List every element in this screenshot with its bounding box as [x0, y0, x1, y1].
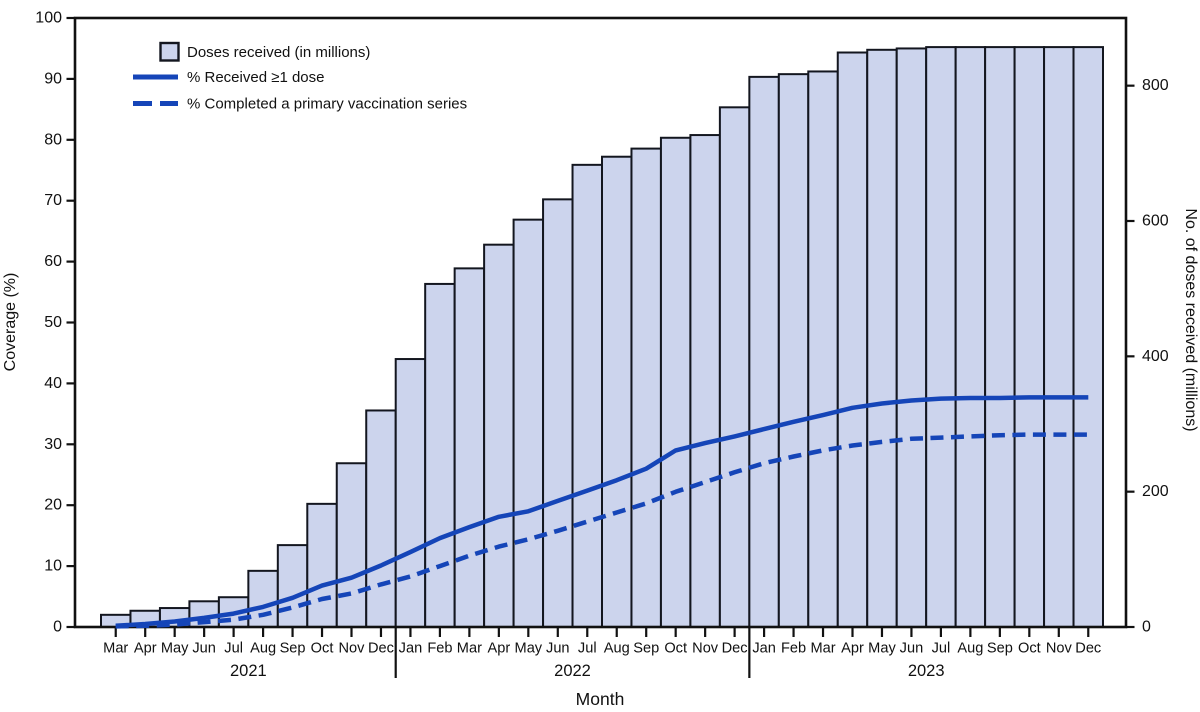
bar-2022-Jul [571, 163, 604, 628]
left-axis-tick-label: 10 [44, 558, 62, 575]
bar-2023-Jun [895, 47, 928, 628]
month-label: Dec [1075, 641, 1101, 657]
legend: Doses received (in millions) % Received … [133, 41, 467, 113]
month-label: Aug [604, 641, 630, 657]
month-label: Aug [957, 641, 983, 657]
legend-bar-swatch [159, 41, 180, 62]
month-label: Jan [752, 641, 776, 657]
month-label: Nov [692, 641, 719, 657]
bar-2023-Apr [836, 51, 869, 628]
bar-2023-Mar [807, 70, 839, 628]
bar-2021-Dec [365, 409, 397, 628]
left-axis-tick-label: 70 [44, 192, 62, 209]
bar-2022-Dec [718, 106, 751, 628]
legend-label-completed-series: % Completed a primary vaccination series [187, 96, 467, 113]
bar-2021-Oct [306, 502, 338, 629]
month-label: Oct [311, 641, 334, 657]
month-label: Aug [250, 641, 276, 657]
month-label: Jun [546, 641, 570, 657]
left-axis-tick-label: 100 [35, 10, 62, 27]
month-label: Oct [664, 641, 687, 657]
left-axis-title: Coverage (%) [2, 273, 19, 372]
month-label: Mar [810, 641, 835, 657]
month-label: Jan [399, 641, 423, 657]
year-label: 2022 [554, 662, 591, 680]
bar-2022-Mar [453, 267, 486, 628]
bar-2023-Nov [1043, 46, 1075, 629]
x-axis-title: Month [576, 689, 625, 709]
left-axis-tick-label: 80 [44, 131, 62, 148]
legend-label-ge1-dose: % Received ≥1 dose [187, 69, 324, 86]
chart-plot-area: 0 10 20 30 40 50 60 70 80 90 100 0 200 400 600 800 Mar Ap… [35, 10, 1169, 681]
month-label: Nov [339, 641, 366, 657]
year-label: 2023 [908, 662, 945, 680]
bar-2023-Dec [1072, 46, 1105, 629]
right-axis-tick-label: 0 [1142, 619, 1151, 636]
year-label: 2021 [230, 662, 267, 680]
bar-2022-Sep [630, 147, 662, 628]
bar-2022-Apr [483, 243, 515, 628]
month-label: Mar [457, 641, 482, 657]
bar-2021-Sep [276, 544, 309, 628]
completed-series-line [115, 432, 1089, 629]
left-axis-tick-label: 40 [44, 375, 62, 392]
right-axis-tick-label: 200 [1142, 483, 1169, 500]
left-axis-tick-label: 0 [53, 619, 62, 636]
bar-2023-Oct [1013, 46, 1046, 629]
left-axis-tick-label: 20 [44, 497, 62, 514]
right-axis-tick-label: 400 [1142, 348, 1169, 365]
month-label: Apr [487, 641, 510, 657]
bar-2023-Feb [777, 73, 810, 629]
month-label: Dec [722, 641, 748, 657]
month-label: Sep [280, 641, 306, 657]
month-label: Mar [103, 641, 128, 657]
bar-2023-Sep [984, 46, 1016, 629]
month-label: Oct [1018, 641, 1041, 657]
month-label: Feb [427, 641, 452, 657]
bar-2023-Aug [954, 46, 987, 629]
bar-2022-Nov [689, 134, 721, 628]
bar-2022-May [512, 218, 545, 628]
month-label: Apr [134, 641, 157, 657]
left-axis-tick-label: 90 [44, 70, 62, 87]
bar-2022-Jan [394, 358, 427, 628]
month-label: Feb [781, 641, 806, 657]
month-label: Jul [224, 641, 243, 657]
month-label: Apr [841, 641, 864, 657]
ge1-dose-line [115, 395, 1089, 629]
month-label: Sep [633, 641, 659, 657]
month-label: Nov [1046, 641, 1073, 657]
bar-2023-Jul [925, 46, 957, 629]
month-label: May [515, 641, 543, 657]
month-label: Jul [578, 641, 597, 657]
legend-label-doses: Doses received (in millions) [187, 44, 370, 61]
month-label: Dec [368, 641, 394, 657]
right-axis-title: No. of doses received (millions) [1182, 208, 1199, 431]
month-label: May [161, 641, 189, 657]
left-axis-tick-label: 50 [44, 314, 62, 331]
right-axis-tick-label: 800 [1142, 77, 1169, 94]
month-label: Jul [932, 641, 951, 657]
bar-2022-Feb [424, 282, 456, 628]
bar-2023-Jan [748, 75, 780, 629]
bar-2023-May [866, 48, 898, 629]
bar-2022-Jun [542, 198, 574, 628]
month-label: Jun [900, 641, 924, 657]
bar-2022-Aug [601, 155, 633, 628]
right-axis-tick-label: 600 [1142, 213, 1169, 230]
month-label: Sep [987, 641, 1013, 657]
bar-2021-Aug [247, 569, 279, 629]
month-label: Jun [192, 641, 216, 657]
bar-2022-Oct [659, 136, 692, 629]
month-label: May [868, 641, 896, 657]
bar-2021-Nov [335, 462, 368, 628]
left-axis-tick-label: 60 [44, 253, 62, 270]
left-axis-tick-label: 30 [44, 436, 62, 453]
